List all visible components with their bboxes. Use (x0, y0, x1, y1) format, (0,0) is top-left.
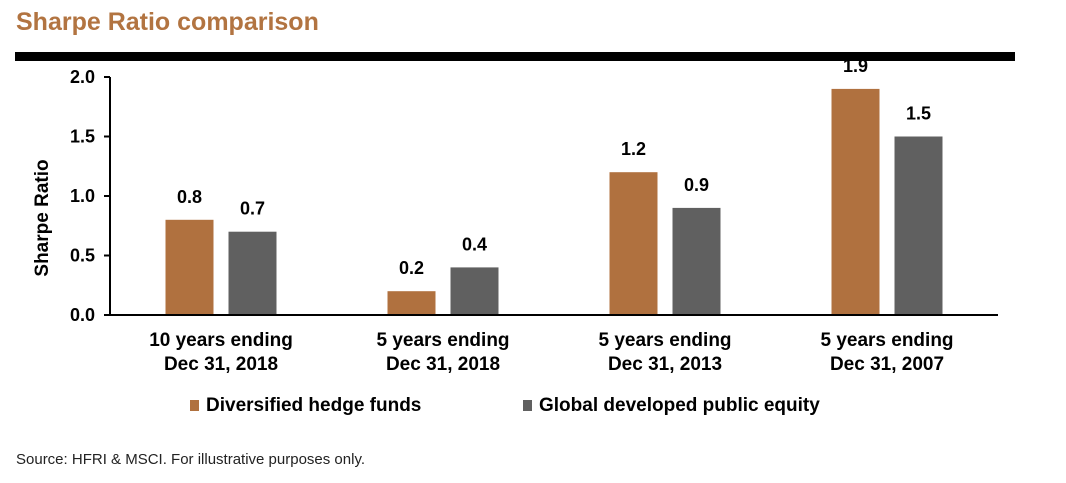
bar-public-equity (450, 267, 499, 315)
x-category-label: 5 years ending (598, 330, 731, 351)
y-tick-label: 0.0 (70, 305, 95, 325)
bar-public-equity (228, 231, 277, 315)
bar-public-equity (894, 136, 943, 315)
bar-value-label: 0.2 (399, 258, 424, 278)
legend-label: Diversified hedge funds (206, 395, 421, 416)
title-divider-bar (15, 52, 1015, 61)
source-note: Source: HFRI & MSCI. For illustrative pu… (16, 451, 365, 468)
bar-value-label: 0.4 (462, 234, 487, 254)
bar-value-label: 0.8 (177, 187, 202, 207)
bar-public-equity (672, 207, 721, 315)
legend-label: Global developed public equity (539, 395, 820, 416)
y-tick-label: 1.5 (70, 127, 95, 147)
bar-value-label: 0.7 (240, 199, 265, 219)
y-tick-label: 1.0 (70, 186, 95, 206)
x-category-label: 10 years ending (149, 330, 293, 351)
bar-value-label: 1.5 (906, 104, 931, 124)
y-tick-label: 0.5 (70, 246, 95, 266)
x-category-label: Dec 31, 2007 (830, 354, 944, 375)
bar-hedge-funds (609, 172, 658, 315)
x-category-label: 5 years ending (820, 330, 953, 351)
bar-value-label: 1.2 (621, 139, 646, 159)
x-category-label: Dec 31, 2018 (164, 354, 278, 375)
y-axis-label: Sharpe Ratio (32, 159, 53, 276)
chart-title: Sharpe Ratio comparison (16, 8, 319, 36)
bar-hedge-funds (387, 291, 436, 315)
bar-hedge-funds (831, 88, 880, 316)
y-tick-label: 2.0 (70, 67, 95, 87)
legend: Diversified hedge funds Global developed … (190, 395, 820, 416)
x-category-label: Dec 31, 2013 (608, 354, 722, 375)
legend-swatch (523, 400, 532, 411)
x-category-label: 5 years ending (376, 330, 509, 351)
bar-hedge-funds (165, 219, 214, 315)
legend-swatch (190, 400, 199, 411)
bar-value-label: 1.9 (843, 56, 868, 76)
bar-value-label: 0.9 (684, 175, 709, 195)
x-category-label: Dec 31, 2018 (386, 354, 500, 375)
